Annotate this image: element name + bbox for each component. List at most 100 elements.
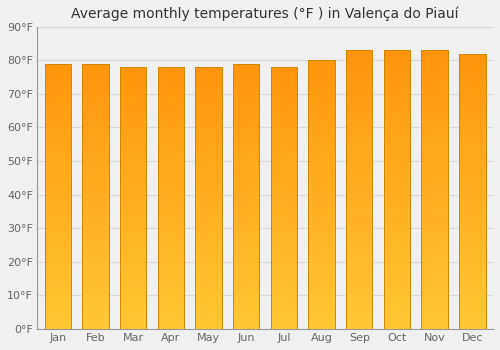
- Bar: [158, 220, 184, 224]
- Bar: [308, 275, 335, 280]
- Bar: [196, 259, 222, 264]
- Bar: [308, 87, 335, 92]
- Bar: [158, 141, 184, 146]
- Bar: [82, 99, 108, 104]
- Bar: [44, 262, 71, 267]
- Bar: [120, 176, 146, 181]
- Bar: [233, 201, 260, 205]
- Bar: [82, 262, 108, 267]
- Bar: [459, 72, 485, 77]
- Bar: [270, 106, 297, 111]
- Bar: [158, 67, 184, 329]
- Bar: [82, 210, 108, 214]
- Bar: [346, 315, 372, 320]
- Bar: [384, 203, 410, 208]
- Bar: [82, 187, 108, 192]
- Bar: [233, 240, 260, 245]
- Bar: [308, 226, 335, 230]
- Bar: [82, 143, 108, 148]
- Bar: [459, 108, 485, 113]
- Bar: [196, 206, 222, 211]
- Bar: [308, 136, 335, 141]
- Bar: [308, 127, 335, 132]
- Bar: [270, 237, 297, 241]
- Bar: [196, 307, 222, 312]
- Bar: [384, 55, 410, 60]
- Bar: [308, 195, 335, 199]
- Bar: [459, 54, 485, 329]
- Bar: [196, 272, 222, 276]
- Bar: [44, 227, 71, 232]
- Bar: [158, 124, 184, 128]
- Bar: [384, 180, 410, 185]
- Bar: [196, 154, 222, 159]
- Bar: [196, 106, 222, 111]
- Bar: [120, 259, 146, 264]
- Bar: [270, 320, 297, 324]
- Bar: [270, 324, 297, 329]
- Bar: [459, 191, 485, 196]
- Bar: [120, 111, 146, 115]
- Bar: [459, 132, 485, 136]
- Bar: [422, 180, 448, 185]
- Bar: [82, 90, 108, 94]
- Bar: [120, 202, 146, 207]
- Bar: [346, 264, 372, 268]
- Bar: [346, 64, 372, 69]
- Bar: [120, 211, 146, 216]
- Bar: [346, 208, 372, 213]
- Bar: [120, 137, 146, 141]
- Bar: [120, 89, 146, 93]
- Bar: [459, 210, 485, 214]
- Bar: [422, 208, 448, 213]
- Bar: [120, 298, 146, 303]
- Bar: [270, 268, 297, 272]
- Bar: [308, 92, 335, 96]
- Bar: [44, 126, 71, 130]
- Bar: [196, 67, 222, 71]
- Bar: [120, 159, 146, 163]
- Bar: [270, 285, 297, 289]
- Bar: [422, 125, 448, 129]
- Bar: [44, 236, 71, 240]
- Bar: [233, 302, 260, 307]
- Bar: [44, 64, 71, 329]
- Bar: [459, 292, 485, 297]
- Bar: [233, 130, 260, 134]
- Bar: [346, 259, 372, 264]
- Bar: [459, 113, 485, 118]
- Bar: [346, 69, 372, 74]
- Bar: [384, 176, 410, 180]
- Bar: [346, 227, 372, 231]
- Bar: [346, 152, 372, 157]
- Bar: [308, 172, 335, 177]
- Bar: [44, 298, 71, 302]
- Bar: [82, 298, 108, 302]
- Bar: [196, 241, 222, 246]
- Bar: [308, 262, 335, 266]
- Bar: [233, 139, 260, 143]
- Bar: [384, 120, 410, 125]
- Bar: [44, 117, 71, 121]
- Bar: [82, 227, 108, 232]
- Bar: [82, 130, 108, 134]
- Bar: [422, 74, 448, 78]
- Bar: [459, 58, 485, 63]
- Bar: [158, 202, 184, 207]
- Bar: [82, 276, 108, 280]
- Bar: [422, 115, 448, 120]
- Bar: [233, 324, 260, 329]
- Bar: [158, 237, 184, 241]
- Bar: [422, 301, 448, 306]
- Bar: [346, 213, 372, 217]
- Bar: [196, 224, 222, 229]
- Bar: [270, 263, 297, 268]
- Bar: [384, 217, 410, 222]
- Bar: [459, 288, 485, 292]
- Bar: [120, 189, 146, 194]
- Bar: [459, 141, 485, 145]
- Bar: [422, 101, 448, 106]
- Bar: [158, 167, 184, 172]
- Bar: [346, 222, 372, 227]
- Bar: [196, 89, 222, 93]
